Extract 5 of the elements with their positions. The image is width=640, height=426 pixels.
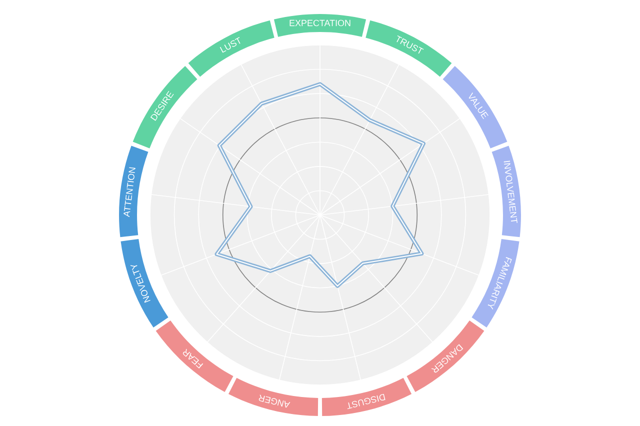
spoke-label: ANGER	[258, 394, 290, 408]
spoke-label: INVOLVEMENT	[504, 160, 518, 223]
spoke-label: DISGUST	[347, 394, 386, 410]
spoke-label: EXPECTATION	[290, 20, 350, 26]
spoke-label: ATTENTION	[124, 167, 136, 218]
